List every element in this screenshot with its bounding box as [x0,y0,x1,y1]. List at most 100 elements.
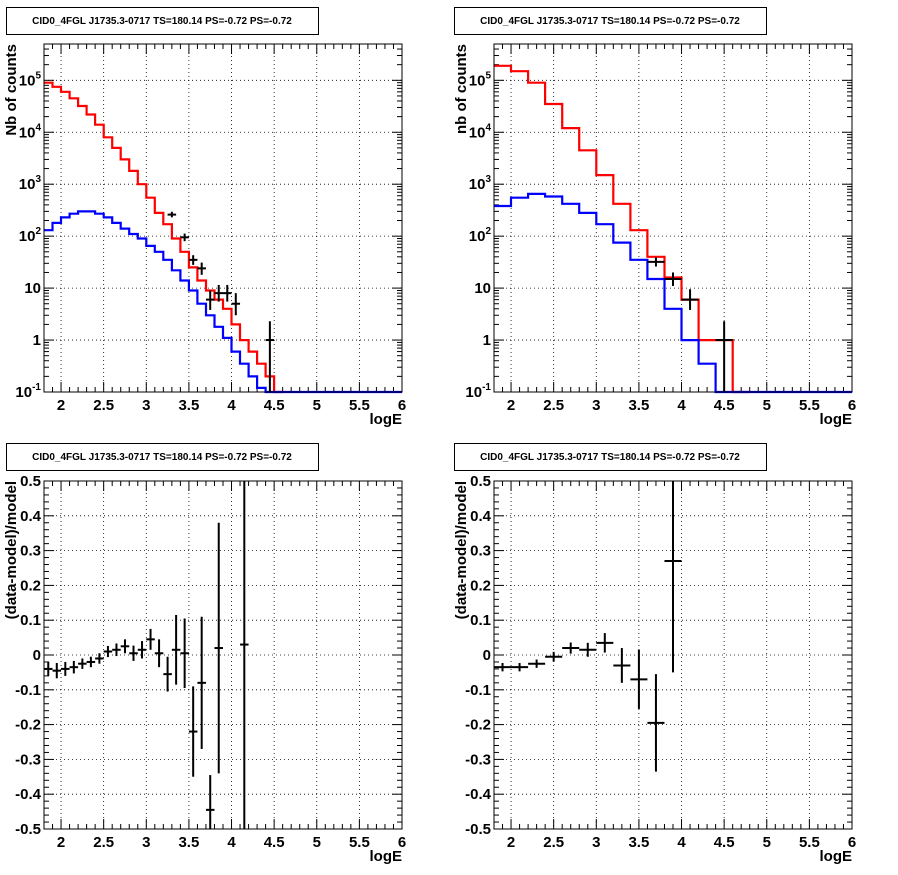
y-axis-label: (data-model)/model [3,481,20,619]
x-tick-label: 4 [227,834,236,851]
data-point [154,639,164,668]
data-point [664,481,682,673]
data-point [214,522,223,774]
data-point [180,618,189,689]
chart-panel-top-right: CID0_4FGL J1735.3-0717 TS=180.14 PS=-0.7… [453,7,856,428]
x-tick-label: 5 [313,397,321,414]
data-point [44,661,53,676]
x-tick-label: 6 [848,397,856,414]
y-tick-label: 0.3 [20,543,41,560]
x-tick-label: 5 [763,834,771,851]
data-point [61,661,70,676]
y-tick-label: -0.4 [465,786,492,803]
data-point [562,642,580,654]
y-tick-label: 0.2 [20,577,41,594]
plot-frame [493,43,853,393]
data-point [205,290,215,310]
x-tick-label: 2.5 [93,397,114,414]
x-tick-label: 2.5 [93,834,114,851]
y-tick-label: 105 [19,70,42,89]
x-tick-label: 3.5 [178,834,199,851]
x-axis-label: logE [370,848,403,865]
chart-panel-top-left: CID0_4FGL J1735.3-0717 TS=180.14 PS=-0.7… [3,7,406,428]
data-point [103,645,113,658]
data-point [596,633,614,653]
data-point [137,641,147,659]
data-point [188,255,198,265]
data-point [511,663,529,672]
x-axis-label: logE [820,848,853,865]
x-tick-label: 2.5 [543,397,564,414]
data-points [44,481,249,829]
y-tick-label: -0.1 [15,682,41,699]
data-point [664,272,682,286]
chart-title: CID0_4FGL J1735.3-0717 TS=180.14 PS=-0.7… [480,16,740,27]
data-point [167,211,177,218]
x-axis-label: logE [820,411,853,428]
y-axis-label: nb of counts [453,44,470,134]
y-tick-label: 0.3 [470,543,491,560]
y-tick-label: 1 [483,332,491,349]
y-tick-label: -0.2 [465,717,491,734]
chart-panel-bottom-left: CID0_4FGL J1735.3-0717 TS=180.14 PS=-0.7… [3,443,406,865]
x-tick-label: 6 [398,397,406,414]
x-tick-label: 3.5 [628,397,649,414]
axis-ticks [493,480,853,830]
y-tick-label: -0.5 [465,821,491,838]
data-point [715,321,733,392]
data-point [579,642,597,657]
data-point [146,628,155,650]
data-point [528,659,546,668]
x-tick-label: 2 [507,397,515,414]
data-point [180,233,189,242]
y-axis-label: Nb of counts [3,44,20,136]
y-tick-label: -0.4 [15,786,42,803]
x-tick-label: 5 [763,397,771,414]
y-tick-label: 102 [469,226,492,245]
panels: CID0_4FGL J1735.3-0717 TS=180.14 PS=-0.7… [3,7,856,865]
x-tick-label: 3.5 [178,397,199,414]
data-point [188,686,198,777]
histogram-series-red [44,81,283,394]
y-tick-label: 0.5 [20,473,41,490]
data-point [223,284,232,302]
data-point [78,658,87,669]
data-point [52,663,62,679]
histogram-series-blue [44,210,402,394]
x-tick-label: 4 [677,834,686,851]
data-points [167,211,275,392]
y-tick-label: 0 [483,647,491,664]
x-tick-label: 5.5 [349,834,370,851]
plot-frame [43,480,403,830]
title-box [454,7,767,35]
y-tick-label: 104 [19,122,42,141]
x-tick-label: 3 [142,397,150,414]
y-tick-label: 104 [469,122,492,141]
x-tick-label: 6 [398,834,406,851]
plot-frame [43,43,403,393]
y-tick-label: 10 [24,280,41,297]
data-point [240,481,249,829]
data-point [86,656,96,668]
x-tick-label: 4 [227,397,236,414]
data-point [120,639,130,654]
data-point [681,289,699,310]
chart-title: CID0_4FGL J1735.3-0717 TS=180.14 PS=-0.7… [32,452,292,463]
y-tick-label: 10 [474,280,491,297]
data-point [69,660,79,674]
data-point [129,645,138,661]
chart-title: CID0_4FGL J1735.3-0717 TS=180.14 PS=-0.7… [480,452,740,463]
x-tick-label: 3 [592,397,600,414]
data-point [647,674,665,772]
x-tick-label: 4.5 [264,397,285,414]
data-point [630,649,648,709]
y-tick-label: 105 [469,70,492,89]
x-tick-label: 3.5 [628,834,649,851]
y-tick-label: 0.4 [470,508,492,525]
y-tick-label: 0 [33,647,41,664]
x-tick-label: 4.5 [714,397,735,414]
x-tick-label: 4 [677,397,686,414]
data-point [545,651,563,662]
